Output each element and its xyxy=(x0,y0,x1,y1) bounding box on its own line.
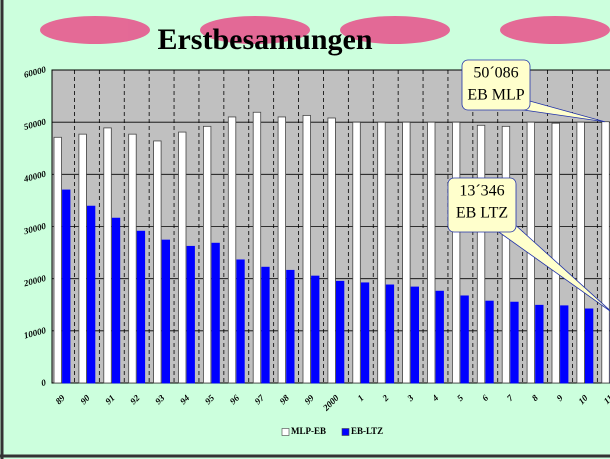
callout-text: EB LTZ xyxy=(456,205,508,222)
bar xyxy=(303,115,311,383)
bar xyxy=(212,243,220,383)
bar xyxy=(203,126,211,383)
bar xyxy=(278,117,286,383)
bar xyxy=(577,122,585,383)
callout-text: 13´346 xyxy=(459,183,504,200)
bar xyxy=(561,306,569,383)
chart-title: Erstbesamungen xyxy=(157,23,372,56)
bar xyxy=(54,137,62,383)
chart: Erstbesamungen 0100002000030000400005000… xyxy=(0,0,610,459)
bar xyxy=(552,123,560,383)
bar xyxy=(336,281,344,383)
page: Erstbesamungen 0100002000030000400005000… xyxy=(0,0,610,459)
bar xyxy=(378,122,386,383)
bar xyxy=(79,134,87,383)
bar xyxy=(104,128,112,383)
bar xyxy=(361,283,369,383)
bar xyxy=(154,141,162,383)
bar xyxy=(129,134,137,383)
callout-text: EB MLP xyxy=(467,87,524,104)
callout-text: 50´086 xyxy=(473,65,518,82)
bar xyxy=(287,270,295,383)
bar xyxy=(312,276,320,383)
bar xyxy=(411,287,419,383)
bar xyxy=(502,126,510,383)
bar xyxy=(87,206,95,383)
bar xyxy=(461,296,469,383)
bar xyxy=(162,240,170,383)
bar xyxy=(602,122,610,383)
bar xyxy=(237,260,245,383)
bar xyxy=(328,118,336,383)
bar xyxy=(403,122,411,383)
bar xyxy=(486,301,494,383)
bar xyxy=(585,309,593,383)
bar xyxy=(228,117,236,383)
bar xyxy=(112,218,120,383)
bar xyxy=(262,267,270,383)
bar xyxy=(536,305,544,383)
bar xyxy=(353,122,361,383)
bar xyxy=(137,231,145,383)
legend-label: MLP-EB xyxy=(291,426,326,436)
bar xyxy=(436,291,444,383)
legend-swatch xyxy=(282,429,289,436)
bar xyxy=(428,122,436,383)
legend-swatch xyxy=(342,429,349,436)
bar xyxy=(253,112,261,383)
bar xyxy=(511,302,519,383)
bar xyxy=(477,125,485,383)
bar xyxy=(179,132,187,383)
legend-label: EB-LTZ xyxy=(351,426,383,436)
bar xyxy=(187,246,195,383)
bar xyxy=(63,190,71,383)
bar xyxy=(386,285,394,383)
bar xyxy=(452,122,460,383)
